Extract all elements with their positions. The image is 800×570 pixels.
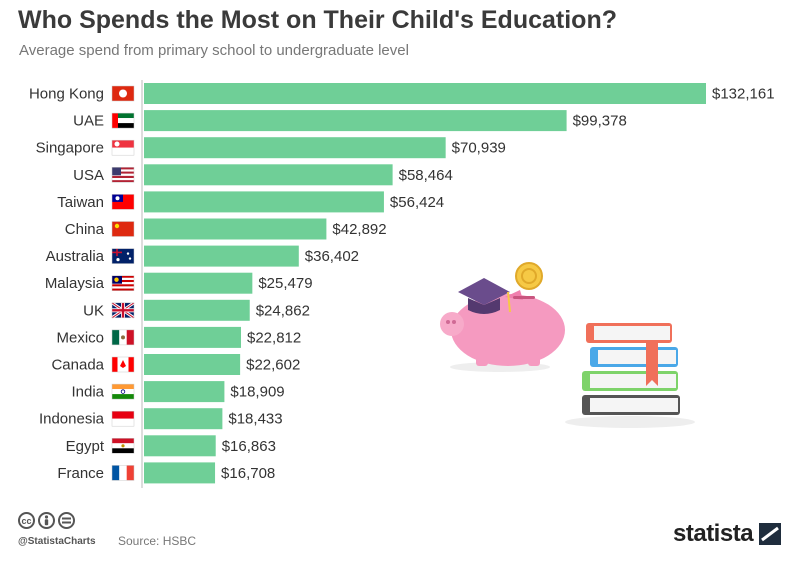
china-flag-icon: [111, 221, 135, 237]
cc-icon: cc: [18, 512, 35, 529]
bar-row: Australia $36,402: [46, 245, 359, 267]
uk-flag-icon: [111, 301, 135, 320]
category-label: UK: [83, 302, 104, 319]
category-label: Hong Kong: [29, 86, 104, 103]
category-label: China: [65, 221, 105, 238]
bar-row: Singapore $70,939: [36, 137, 506, 159]
value-label: $132,161: [712, 86, 775, 103]
egypt-flag-icon: [111, 438, 135, 454]
value-label: $18,909: [230, 384, 284, 401]
france-flag-icon: [111, 465, 135, 481]
value-label: $18,433: [228, 411, 282, 428]
value-label: $99,378: [573, 113, 627, 130]
bar-row: UK $24,862: [83, 299, 310, 321]
bar-row: Malaysia $25,479: [45, 272, 313, 294]
bar-row: Hong Kong $132,161: [29, 83, 775, 104]
bar: [144, 191, 384, 213]
bar-row: India $18,909: [71, 381, 285, 403]
books-icon: [565, 323, 695, 428]
license-icons: cc: [18, 512, 75, 529]
value-label: $16,708: [221, 465, 275, 482]
chart-subtitle: Average spend from primary school to und…: [19, 42, 409, 59]
by-icon: [38, 512, 55, 529]
category-label: Singapore: [36, 140, 104, 157]
indonesia-flag-icon: [111, 410, 135, 427]
india-flag-icon: [111, 383, 135, 400]
category-label: Canada: [51, 357, 104, 374]
category-label: Malaysia: [45, 275, 105, 292]
value-label: $22,602: [246, 357, 300, 374]
bar: [144, 299, 250, 321]
category-label: Taiwan: [57, 194, 104, 211]
graduation-cap-icon: [458, 278, 511, 314]
category-label: Australia: [46, 248, 105, 265]
value-label: $58,464: [399, 167, 453, 184]
value-label: $56,424: [390, 194, 444, 211]
bar-row: Taiwan $56,424: [57, 191, 444, 213]
bar-row: Egypt $16,863: [66, 435, 276, 457]
category-label: Egypt: [66, 438, 105, 455]
bar-row: Mexico $22,812: [56, 326, 301, 348]
coin-icon: [515, 262, 543, 290]
bar: [144, 110, 567, 132]
nd-icon: [58, 512, 75, 529]
statista-handle: @StatistaCharts: [18, 536, 96, 547]
taiwan-flag-icon: [111, 194, 135, 210]
brand-name: statista: [673, 520, 754, 547]
usa-flag-icon: [111, 167, 135, 183]
value-label: $70,939: [452, 140, 506, 157]
bar: [144, 164, 393, 186]
canada-flag-icon: [111, 356, 135, 373]
bar: [144, 272, 253, 294]
bar: [144, 435, 216, 457]
piggy-bank-icon: [440, 290, 565, 372]
bar-row: France $16,708: [57, 462, 275, 484]
category-label: France: [57, 465, 104, 482]
bar-row: China $42,892: [65, 218, 387, 240]
australia-flag-icon: [111, 248, 135, 264]
bar: [144, 326, 242, 348]
value-label: $42,892: [332, 221, 386, 238]
mexico-flag-icon: [111, 329, 135, 346]
value-label: $22,812: [247, 329, 301, 346]
bar-row: Indonesia $18,433: [39, 408, 283, 430]
bar: [144, 245, 299, 267]
bar-row: Canada $22,602: [51, 354, 300, 375]
bar: [144, 137, 446, 159]
singapore-flag-icon: [111, 139, 135, 156]
value-label: $24,862: [256, 302, 310, 319]
category-label: Mexico: [56, 329, 104, 346]
uae-flag-icon: [111, 112, 135, 129]
bar: [144, 408, 223, 430]
bar: [144, 354, 241, 375]
category-label: India: [71, 384, 104, 401]
bar-row: UAE $99,378: [73, 110, 627, 132]
statista-logo[interactable]: statista: [673, 520, 782, 548]
bar: [144, 83, 706, 104]
value-label: $16,863: [222, 438, 276, 455]
bar: [144, 462, 216, 484]
bar-row: USA $58,464: [73, 164, 453, 186]
value-label: $25,479: [258, 275, 312, 292]
bar: [144, 381, 225, 403]
source-note: Source: HSBC: [118, 534, 197, 548]
bar: [144, 218, 327, 240]
category-label: Indonesia: [39, 411, 105, 428]
hong-kong-flag-icon: [111, 85, 135, 102]
value-label: $36,402: [305, 248, 359, 265]
statista-mark-icon: [759, 523, 782, 545]
malaysia-flag-icon: [111, 275, 135, 291]
category-label: UAE: [73, 113, 104, 130]
chart-title: Who Spends the Most on Their Child's Edu…: [18, 6, 617, 34]
category-label: USA: [73, 167, 104, 184]
